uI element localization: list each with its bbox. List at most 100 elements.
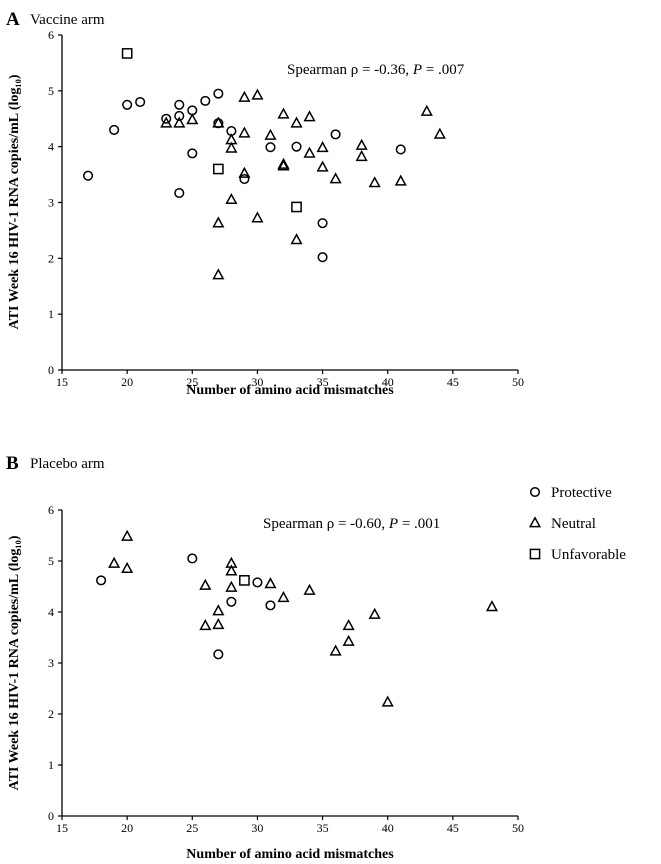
panel-b-point-neutral <box>108 556 121 568</box>
panel-a-point-protective <box>174 187 185 199</box>
panel-b-spearman-prefix: Spearman ρ = -0.60, <box>263 516 389 532</box>
panel-b-point-neutral <box>381 695 394 707</box>
panel-a-point-protective <box>83 170 94 181</box>
legend: Protective Neutral Unfavorable <box>528 485 626 563</box>
panel-b-p-value: = .001 <box>398 516 440 532</box>
panel-b-x-axis-title: Number of amino acid mismatches <box>186 847 394 862</box>
panel-b-point-unfavorable <box>239 575 250 586</box>
panel-b-p-symbol: P <box>388 516 398 532</box>
panel-a-point-protective <box>174 110 185 122</box>
panel-b-point-neutral <box>212 604 225 616</box>
panel-b-x-tick-label-35: 35 <box>317 821 329 835</box>
panel-a-point-protective <box>174 99 185 110</box>
panel-a-markers <box>83 48 446 280</box>
panel-b-point-neutral <box>303 583 316 595</box>
panel-b-point-neutral <box>277 590 290 603</box>
panel-b-point-protective <box>226 596 237 607</box>
panel-b-y-tick-label-3: 3 <box>48 656 54 670</box>
panel-a-point-neutral <box>277 107 290 119</box>
panel-a-y-tick-label-2: 2 <box>48 251 54 265</box>
panel-b-point-protective <box>252 577 263 588</box>
panel-a-x-tick-label-35: 35 <box>317 375 329 389</box>
legend-label-protective: Protective <box>551 485 612 501</box>
panel-a-point-neutral <box>433 127 446 139</box>
panel-a-point-neutral <box>238 166 251 178</box>
panel-a-point-neutral <box>212 268 225 280</box>
legend-marker-protective <box>529 486 541 498</box>
panel-a-spearman-prefix: Spearman ρ = -0.36, <box>287 62 413 78</box>
panel-a-point-neutral <box>303 146 316 158</box>
panel-a-point-neutral <box>394 174 407 186</box>
panel-b-y-tick-label-4: 4 <box>48 605 54 619</box>
panel-a-point-unfavorable <box>291 201 302 213</box>
panel-a-x-tick-label-45: 45 <box>447 375 459 389</box>
legend-label-unfavorable: Unfavorable <box>551 547 626 563</box>
panel-b-point-neutral <box>199 619 212 631</box>
panel-b-point-neutral <box>121 561 134 573</box>
panel-b-point-neutral <box>121 529 134 541</box>
panel-a-point-protective <box>161 113 172 124</box>
panel-b-x-tick-label-20: 20 <box>121 821 133 835</box>
panel-b-letter: B <box>6 453 19 474</box>
panel-a-y-tick-label-0: 0 <box>48 363 54 377</box>
panel-a-point-protective <box>330 129 341 140</box>
panel-a-point-neutral <box>186 113 199 125</box>
panel-a-y-tick-label-6: 6 <box>48 28 54 42</box>
panel-b-x-tick-label-15: 15 <box>56 821 68 835</box>
panel-a-point-neutral <box>173 116 186 128</box>
panel-b-x-tick-label-50: 50 <box>512 821 524 835</box>
panel-a-x-tick-label-25: 25 <box>186 375 198 389</box>
legend-markers <box>528 486 542 560</box>
panel-b-x-tick-label-30: 30 <box>251 821 263 835</box>
panel-b-title: Placebo arm <box>30 456 105 472</box>
panel-a-point-neutral <box>212 216 225 228</box>
panel-b-y-tick-label-6: 6 <box>48 503 54 517</box>
panel-b-y-tick-label-0: 0 <box>48 809 54 823</box>
panel-b: B Placebo arm Spearman ρ = -0.60, P = .0… <box>6 453 626 862</box>
panel-a-y-tick-label-4: 4 <box>48 140 54 154</box>
panel-b-point-neutral <box>225 564 238 576</box>
panel-a-point-neutral <box>212 116 225 128</box>
panel-a-title: Vaccine arm <box>30 12 105 28</box>
panel-a-point-neutral <box>355 138 368 150</box>
panel-b-point-neutral <box>225 580 238 592</box>
legend-marker-neutral <box>528 516 542 528</box>
panel-a-point-neutral <box>238 90 251 102</box>
panel-a-point-neutral <box>225 192 238 205</box>
panel-a-point-protective <box>317 252 328 263</box>
panel-a-x-tick-label-15: 15 <box>56 375 68 389</box>
panel-a-spearman-annotation: Spearman ρ = -0.36, P = .007 <box>287 62 465 78</box>
panel-a-x-tick-label-30: 30 <box>251 375 263 389</box>
panel-a-point-protective <box>109 124 120 135</box>
panel-b-y-tick-label-5: 5 <box>48 554 54 568</box>
panel-a-point-neutral <box>251 88 264 100</box>
panel-a-point-protective <box>200 95 211 106</box>
panel-a-y-tick-label-5: 5 <box>48 84 54 98</box>
panel-a-y-tick-label-1: 1 <box>48 307 54 321</box>
panel-b-point-neutral <box>368 607 381 619</box>
panel-b-point-protective <box>265 600 276 611</box>
panel-a-point-neutral <box>316 141 329 153</box>
panel-a-point-protective <box>265 142 276 153</box>
panel-a-point-neutral <box>225 141 238 153</box>
panel-a: A Vaccine arm Spearman ρ = -0.36, P = .0… <box>6 9 524 398</box>
panel-b-point-protective <box>213 649 224 660</box>
panel-b-point-protective <box>96 575 107 586</box>
panel-a-x-tick-label-50: 50 <box>512 375 524 389</box>
panel-a-x-axis-title: Number of amino acid mismatches <box>186 383 394 398</box>
panel-b-markers <box>96 529 499 707</box>
panel-b-x-tick-label-45: 45 <box>447 821 459 835</box>
panel-b-point-neutral <box>329 644 342 656</box>
panel-a-point-protective <box>239 174 250 185</box>
panel-a-point-neutral <box>355 149 368 162</box>
panel-b-point-neutral <box>264 577 277 589</box>
panel-a-y-axis-title: ATI Week 16 HIV-1 RNA copies/mL (log₁₀) <box>7 74 22 329</box>
panel-a-x-tick-label-40: 40 <box>382 375 394 389</box>
panel-a-p-value: = .007 <box>422 62 465 78</box>
panel-b-x-tick-label-25: 25 <box>186 821 198 835</box>
panel-b-point-protective <box>187 553 198 564</box>
panel-a-point-neutral <box>290 233 303 245</box>
panel-a-point-neutral <box>290 116 303 128</box>
